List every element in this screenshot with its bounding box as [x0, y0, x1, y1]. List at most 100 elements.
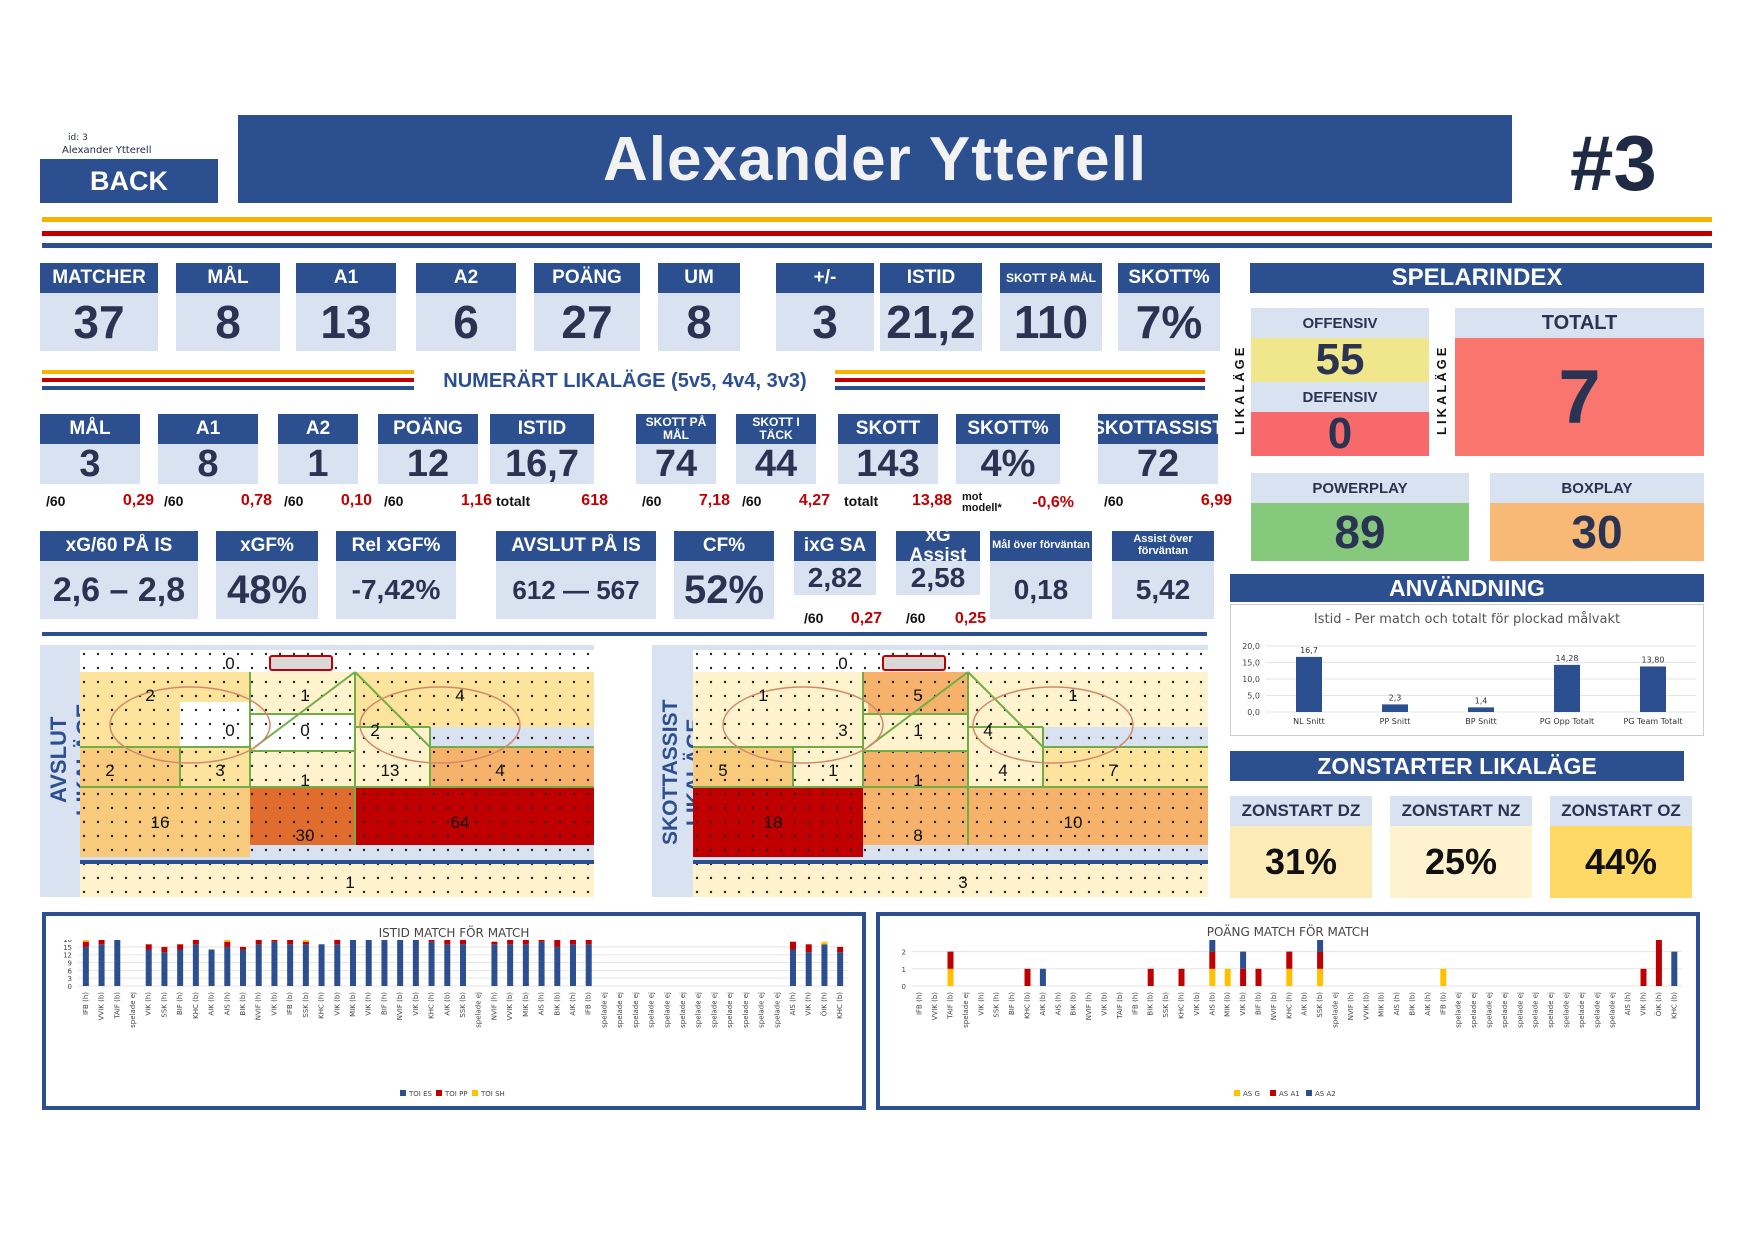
top-stat-poang-value: 27: [534, 293, 640, 351]
powerplay-label: POWERPLAY: [1251, 473, 1469, 503]
zone-line: [867, 671, 969, 748]
stacked-bar: [947, 951, 954, 969]
stacked-bar: [837, 946, 844, 953]
x-category: IFB (h): [1131, 992, 1139, 1015]
x-category: spelade ej: [648, 992, 656, 1028]
zone-value: 3: [215, 761, 224, 780]
even-stripe-right-y: [835, 370, 1205, 374]
rate-label: /60: [642, 493, 662, 509]
x-category: TAIF (b): [113, 992, 121, 1020]
x-category: VIK (b): [1101, 992, 1109, 1016]
x-category: spelade ej: [742, 992, 750, 1028]
x-category: SSK (h): [993, 992, 1001, 1018]
legend-swatch: [1234, 1090, 1240, 1096]
x-category: MIK (b): [1224, 992, 1232, 1017]
y-tick: 12: [63, 952, 72, 960]
x-category: IFB (h): [916, 992, 924, 1015]
zonstart-value: 44%: [1550, 826, 1692, 898]
even-stat-a1-value: 8: [158, 443, 258, 485]
stacked-bar: [1178, 968, 1185, 986]
stripe-red: [42, 231, 1712, 236]
x-category: ÖIK (h): [819, 992, 828, 1017]
stacked-bar: [271, 940, 278, 942]
top-stat-um-value: 8: [658, 293, 740, 351]
x-category: VIK (h): [977, 992, 985, 1016]
stacked-bar: [428, 941, 435, 986]
even-stat-istid-rate: totalt 618: [496, 492, 608, 510]
zone-value: 1: [300, 686, 309, 705]
istid-chart: 33302724211815129630IFB (h)VVIK (b)TAIF …: [63, 940, 848, 1098]
even-stat-skottassist-rate: /60 6,99: [1104, 492, 1232, 510]
legend-swatch: [1270, 1090, 1276, 1096]
x-category: KHC (b): [1024, 992, 1032, 1019]
x-category: SSK (b): [1316, 992, 1324, 1018]
zone-value: 30: [296, 826, 315, 845]
zonstart-label: ZONSTART DZ: [1230, 796, 1372, 826]
stacked-bar: [381, 940, 388, 986]
zone-value: 1: [300, 771, 309, 790]
stacked-bar: [287, 940, 294, 945]
legend-swatch: [400, 1090, 406, 1096]
xg-stat-cf-pct-label: CF%: [674, 531, 774, 561]
back-button[interactable]: BACK: [40, 159, 218, 203]
offensiv-value: 55: [1251, 335, 1429, 384]
xg-stat-ixg-sa-label: ixG SA: [794, 531, 876, 561]
xg-stat-assist-over-forvantan: Assist över förväntan 5,42: [1112, 531, 1214, 619]
rate-value: 618: [581, 492, 608, 509]
index-side-label-2: LIKALÄGE: [1434, 344, 1449, 436]
stacked-bar: [1224, 968, 1231, 986]
xg-stat-ixg-sa-rate: /60 0,27: [804, 610, 882, 628]
stacked-bar: [554, 940, 561, 947]
rate-label: /60: [46, 493, 66, 509]
x-category: SSK (b): [302, 992, 310, 1018]
index-side-label-1: LIKALÄGE: [1232, 344, 1247, 436]
x-category: BIF (h): [176, 992, 184, 1015]
top-stat-matcher-value: 37: [40, 293, 158, 351]
usage-bar-label: 16,7: [1300, 646, 1318, 655]
x-category: NVIF (h): [490, 992, 498, 1021]
stacked-bar: [240, 946, 246, 950]
stacked-bar: [821, 941, 828, 945]
zone-line: [354, 671, 431, 748]
zone-value: 64: [451, 813, 470, 832]
stacked-bar: [1317, 968, 1324, 986]
totalt-label: TOTALT: [1455, 308, 1704, 338]
rate-label: /60: [742, 493, 762, 509]
x-category: KHC (h): [1285, 992, 1293, 1019]
stacked-bar: [224, 940, 231, 942]
rate-label: /60: [284, 493, 304, 509]
xg-stat-avslut-pa-is-value: 612 — 567: [496, 561, 656, 619]
stacked-bar: [1286, 951, 1293, 969]
zone-value: 3: [958, 873, 967, 892]
stacked-bar: [192, 944, 199, 986]
stacked-bar: [98, 944, 105, 986]
top-stat-a1: A1 13: [296, 263, 396, 351]
even-stat-skott-label: SKOTT: [838, 414, 938, 444]
stacked-bar: [1655, 940, 1662, 986]
xg-stat-avslut-pa-is: AVSLUT PÅ IS 612 — 567: [496, 531, 656, 619]
x-category: spelade ej: [1609, 992, 1617, 1028]
stacked-bar: [412, 940, 419, 986]
xg-stat-rel-xgf-value: -7,42%: [336, 561, 456, 619]
zonstart-label: ZONSTART NZ: [1390, 796, 1532, 826]
even-stat-skott-pa-mal-rate: /60 7,18: [642, 492, 730, 510]
x-category: BIK (b): [1147, 992, 1155, 1016]
legend-label: TOI SH: [480, 1090, 505, 1098]
stacked-bar: [805, 944, 812, 953]
stripe-blue: [42, 243, 1712, 248]
top-stat-plusminus-value: 3: [776, 293, 874, 351]
zone-value: 0: [300, 721, 309, 740]
even-stat-skott-pa-mal-value: 74: [636, 443, 716, 485]
zone-value: 0: [225, 654, 234, 673]
xg-stat-rel-xgf-label: Rel xGF%: [336, 531, 456, 561]
stacked-bar: [208, 949, 215, 986]
usage-chart: 20,0 15,0 10,0 5,0 0,0 16,7 NL Snitt 2,3 PP Snit…: [1242, 642, 1696, 726]
x-category: spelade ej: [1516, 992, 1524, 1028]
zone-value: 2: [105, 761, 114, 780]
even-stat-skott-pct: SKOTT% 4%: [956, 414, 1060, 485]
usage-category: PG Team Totalt: [1623, 717, 1682, 726]
boxplay-value: 30: [1490, 503, 1704, 561]
stacked-bar: [350, 940, 356, 986]
faceoff-circle: [972, 686, 1134, 764]
even-stat-skott-i-tack: SKOTT I TÄCK 44: [736, 414, 816, 485]
